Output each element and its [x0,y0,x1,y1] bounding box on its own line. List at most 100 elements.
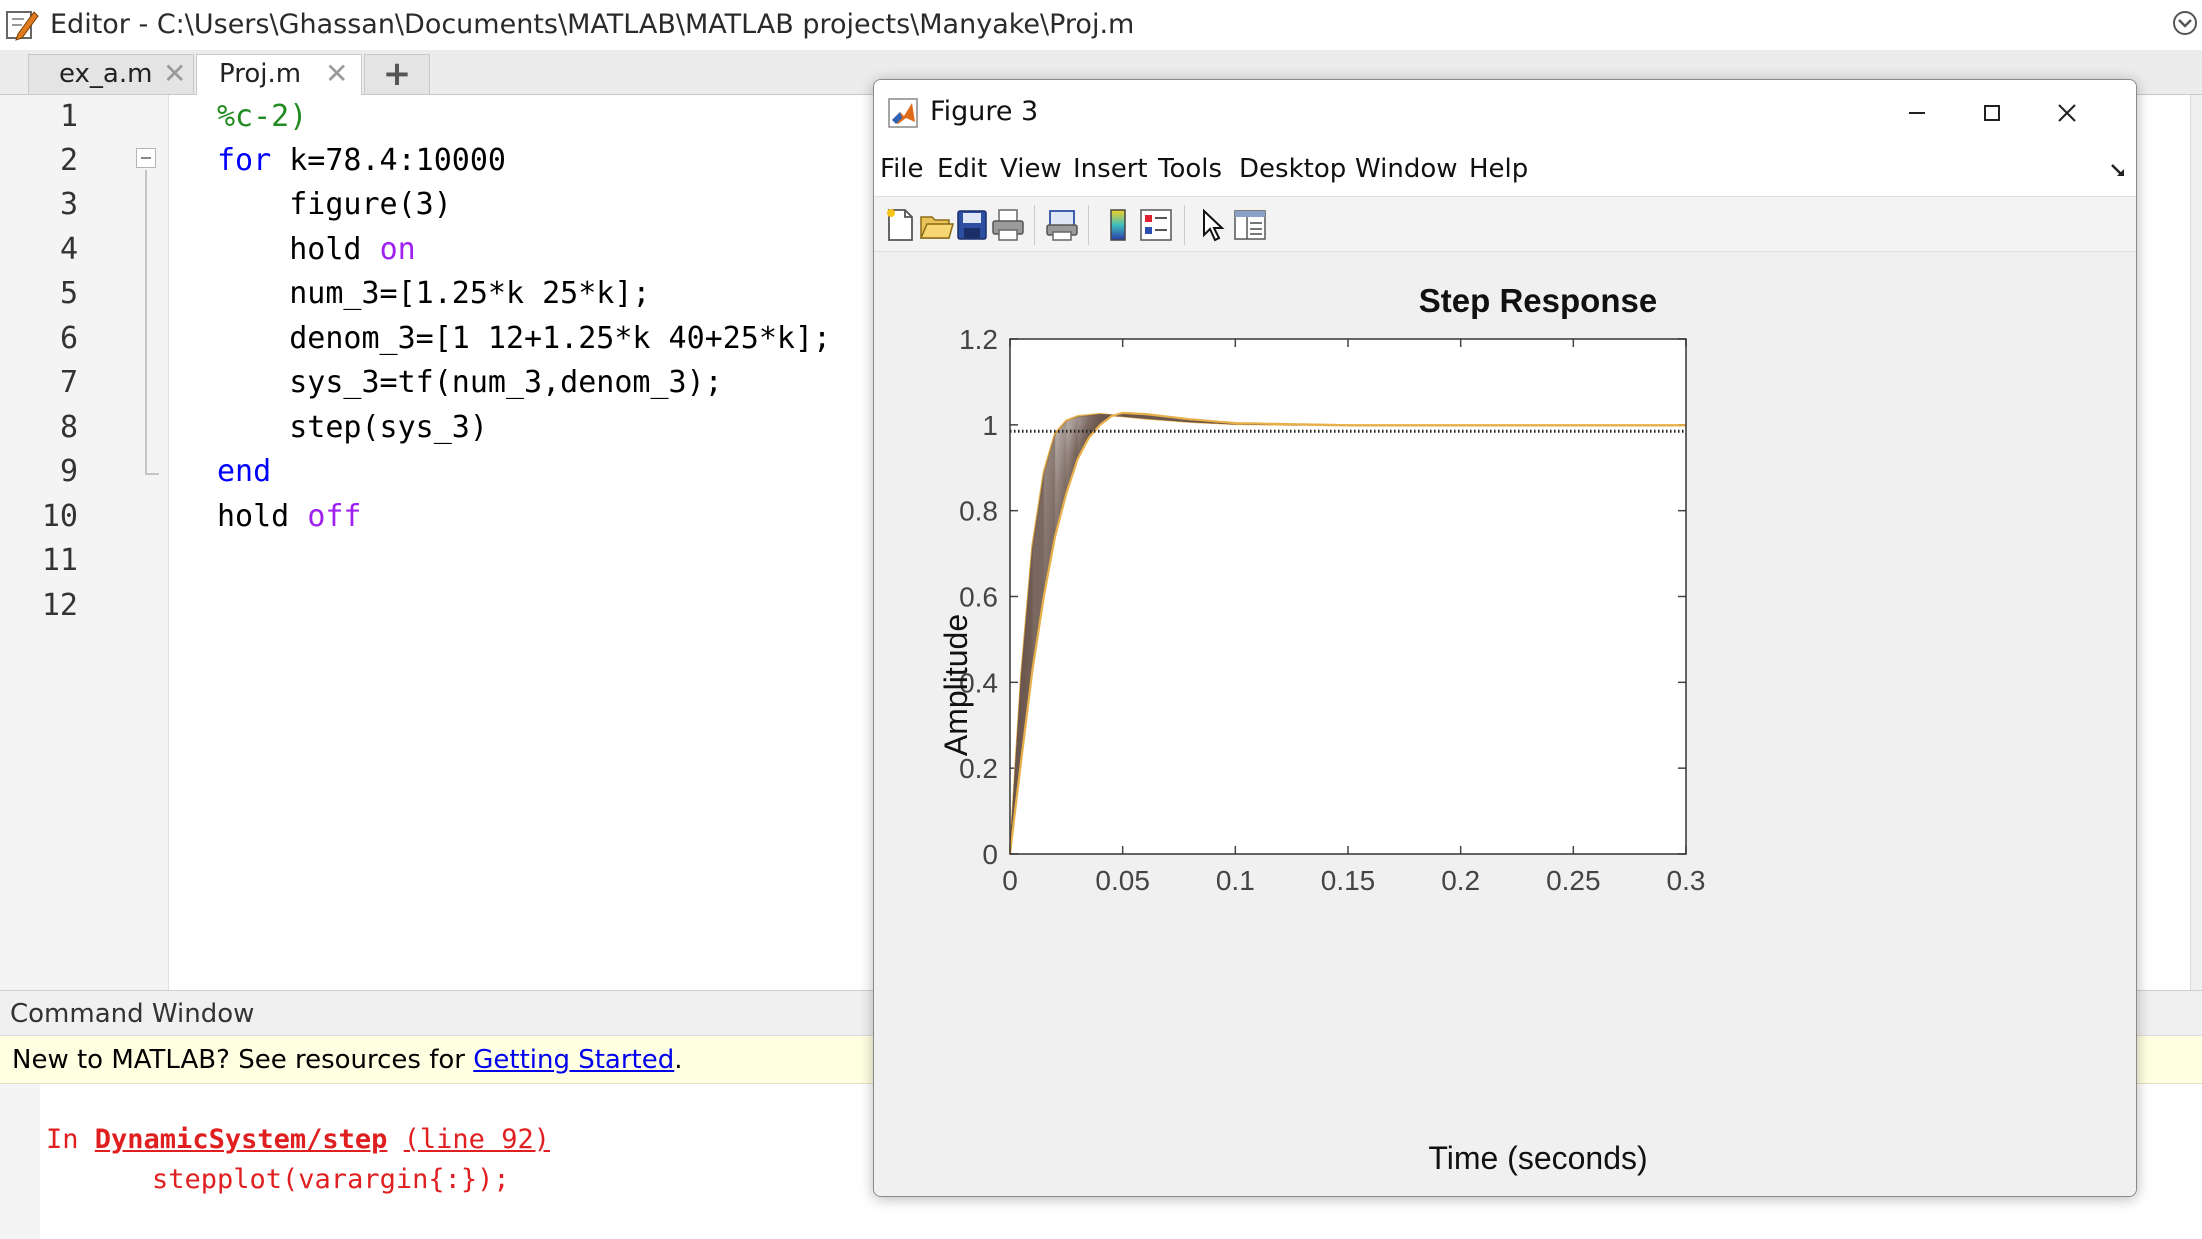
y-tick-label: 0.4 [959,667,998,698]
error-function-link[interactable]: DynamicSystem/step [94,1124,388,1155]
figure-title-bar: Figure 3 [874,80,2136,146]
x-axis-label: Time (seconds) [1428,1140,1647,1176]
line-number: 7 [59,365,78,400]
code-text: step(sys_3) [217,410,488,445]
figure-canvas[interactable]: 0 0.05 0.1 0.15 0.2 0.25 0.3 0 0.2 0.4 0.6 0.8 1 1.2 … [874,252,2136,1196]
close-icon[interactable] [2042,88,2092,138]
new-figure-icon[interactable] [882,207,918,243]
line-number: 4 [59,232,78,267]
y-tick-label: 0.8 [959,496,998,527]
code-comment: %c-2) [217,99,308,134]
pointer-icon[interactable] [1194,207,1230,243]
tab-label: ex_a.m [59,59,153,89]
line-number: 6 [59,321,78,356]
editor-title-bar: Editor - C:\Users\Ghassan\Documents\MATL… [0,0,2202,51]
x-tick-label: 0.3 [1667,865,1706,896]
code-string: off [307,499,362,534]
matlab-logo-icon [888,98,918,128]
code-text: k=78.4:10000 [271,143,506,178]
code-line-3[interactable]: figure(3) [217,187,452,222]
collapse-panel-icon[interactable] [2172,10,2198,36]
code-line-9[interactable]: end [217,454,271,489]
x-tick-label: 0.25 [1546,865,1601,896]
y-tick-label: 0.2 [959,753,998,784]
editor-scrollbar[interactable] [2190,95,2202,990]
figure-menu-bar: File Edit View Insert Tools Desktop Wind… [874,146,2136,196]
banner-period: . [674,1045,683,1075]
line-number: 1 [59,99,78,134]
menu-view[interactable]: View [1000,154,1062,184]
tab-proj[interactable]: Proj.m ✕ [196,54,362,95]
close-tab-icon[interactable]: ✕ [163,57,187,90]
code-line-5[interactable]: num_3=[1.25*k 25*k]; [217,276,650,311]
code-fold-button[interactable] [136,148,156,168]
error-line-link[interactable]: (line 92) [403,1124,550,1155]
line-number: 12 [41,588,78,623]
line-number: 11 [41,543,78,578]
banner-text: New to MATLAB? See resources for Getting… [12,1045,683,1075]
menu-help[interactable]: Help [1469,154,1529,184]
editor-pencil-icon [6,11,39,41]
banner-message: New to MATLAB? See resources for [12,1045,474,1075]
minimize-icon[interactable] [1892,88,1942,138]
colorbar-icon[interactable] [1100,207,1136,243]
step-response-chart[interactable]: 0 0.05 0.1 0.15 0.2 0.25 0.300.20.40.60.811.2 … [874,252,2136,1196]
line-number: 2 [59,143,78,178]
toolbar-separator [1184,205,1185,245]
x-tick-label: 0.2 [1441,865,1480,896]
code-line-2[interactable]: for k=78.4:10000 [217,143,506,178]
open-file-icon[interactable] [918,207,954,243]
link-icon[interactable] [1044,207,1080,243]
code-line-6[interactable]: denom_3=[1 12+1.25*k 40+25*k]; [217,321,831,356]
chart-title: Step Response [1419,282,1657,319]
menu-insert[interactable]: Insert [1073,154,1148,184]
error-in-text: In [46,1124,95,1155]
code-line-1[interactable]: %c-2) [217,99,307,134]
x-tick-label: 0.15 [1321,865,1376,896]
print-icon[interactable] [990,207,1026,243]
code-keyword: end [217,454,272,489]
figure-window[interactable]: Figure 3 File Edit View Insert Tools Des… [873,79,2137,1197]
menu-tools[interactable]: Tools [1158,154,1223,184]
menu-window[interactable]: Window [1355,154,1458,184]
code-string: on [379,232,416,267]
property-editor-icon[interactable] [1232,207,1268,243]
line-number: 9 [59,454,78,489]
code-text: denom_3=[1 12+1.25*k 40+25*k]; [217,321,832,356]
command-window-title: Command Window [10,999,255,1029]
figure-title: Figure 3 [930,96,1039,127]
add-tab-button[interactable]: + [364,54,430,94]
menu-file[interactable]: File [880,154,924,184]
maximize-icon[interactable] [1967,88,2017,138]
save-icon[interactable] [954,207,990,243]
dock-figure-icon[interactable] [2110,162,2126,178]
line-number: 3 [59,187,78,222]
y-tick-label: 1 [982,410,998,441]
close-tab-icon[interactable]: ✕ [325,57,349,90]
step-response-curve[interactable] [1008,411,1686,855]
y-tick-label: 0.6 [959,582,998,613]
line-number: 5 [59,276,78,311]
y-tick-label: 0 [982,839,998,870]
tab-ex-a[interactable]: ex_a.m ✕ [28,54,194,94]
x-tick-label: 0.1 [1216,865,1255,896]
plot-axes-box [1009,338,1687,855]
code-line-7[interactable]: sys_3=tf(num_3,denom_3); [217,365,723,400]
code-text: num_3=[1.25*k 25*k]; [217,276,651,311]
code-keyword: for [217,143,272,178]
code-fold-end [145,473,159,475]
legend-icon[interactable] [1138,207,1174,243]
toolbar-separator [1034,205,1035,245]
line-number: 8 [59,410,78,445]
code-text: hold [217,499,308,534]
menu-edit[interactable]: Edit [937,154,988,184]
toolbar-separator [1088,205,1089,245]
menu-desktop[interactable]: Desktop [1239,154,1347,184]
command-window-gutter [0,1084,40,1239]
code-line-4[interactable]: hold on [217,232,416,267]
editor-title: Editor - C:\Users\Ghassan\Documents\MATL… [50,9,1135,40]
getting-started-link[interactable]: Getting Started [473,1045,675,1075]
code-fold-line [145,170,147,474]
code-line-8[interactable]: step(sys_3) [217,410,488,445]
code-line-10[interactable]: hold off [217,499,362,534]
